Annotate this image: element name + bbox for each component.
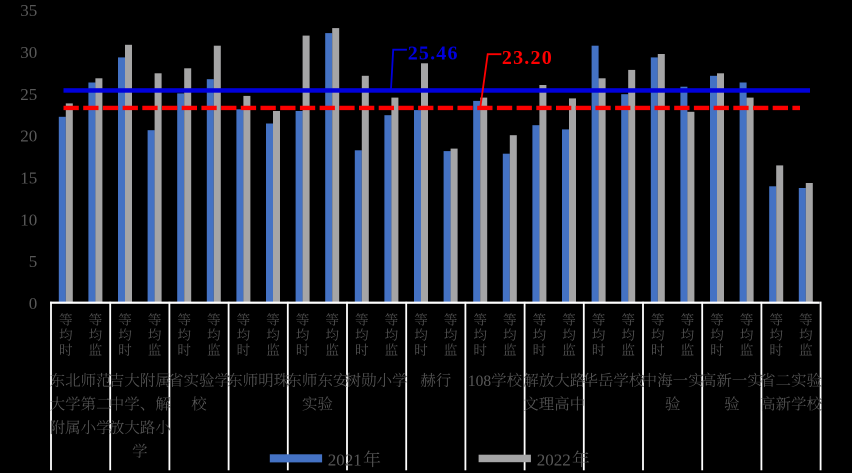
svg-text:2022: 2022 (537, 451, 571, 470)
svg-text:0: 0 (29, 294, 38, 313)
svg-text:10: 10 (20, 210, 37, 229)
svg-text:35: 35 (20, 1, 37, 20)
svg-text:25: 25 (20, 85, 37, 104)
svg-text:15: 15 (20, 169, 37, 188)
svg-text:25.46: 25.46 (408, 42, 459, 64)
svg-text:2021: 2021 (328, 451, 362, 470)
svg-text:108: 108 (468, 373, 492, 390)
svg-text:23.20: 23.20 (502, 47, 553, 69)
svg-text:20: 20 (20, 127, 37, 146)
svg-text:5: 5 (29, 252, 38, 271)
svg-text:30: 30 (20, 43, 37, 62)
